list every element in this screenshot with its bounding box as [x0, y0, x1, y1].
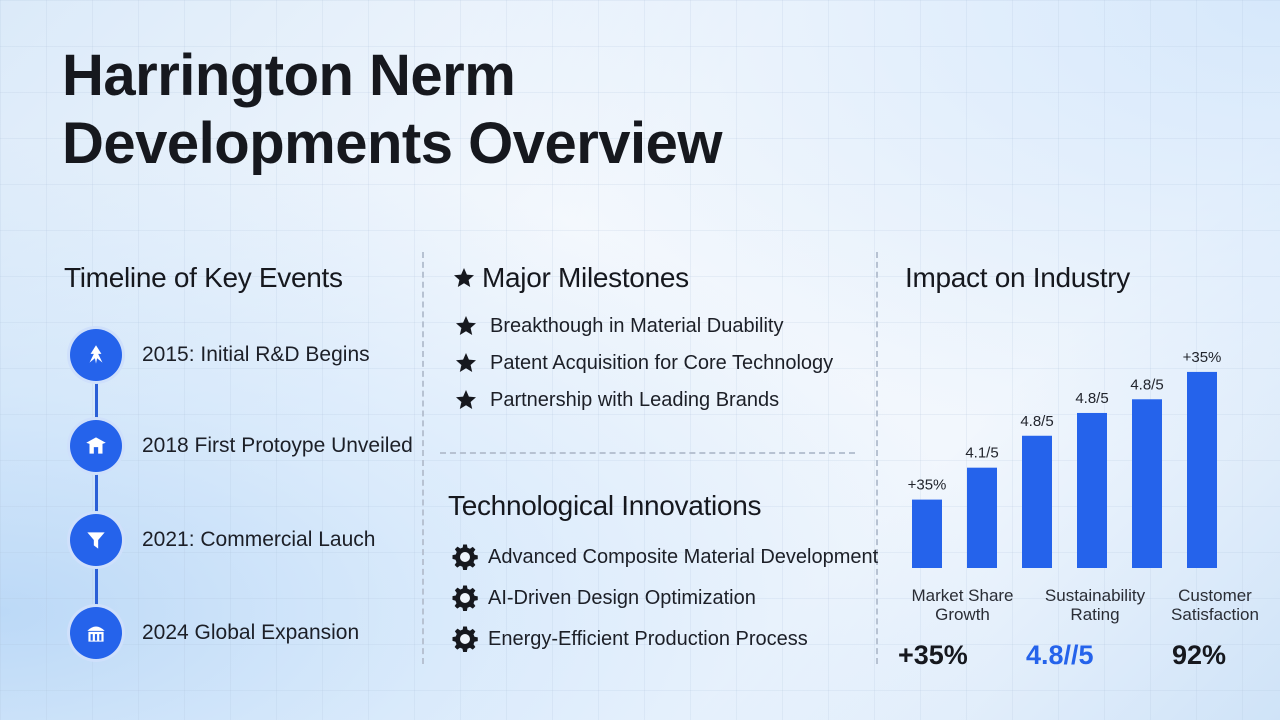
summary-market-share: +35% — [898, 640, 968, 670]
impact-bar-chart: +35% 4.1/5 4.8/5 4.8/5 4.8/5 +35% — [908, 349, 1222, 568]
bar-label-5: 4.8/5 — [1130, 376, 1163, 393]
title-line-1: Harrington Nerm — [62, 43, 516, 108]
innovation-item: AI-Driven Design Optimization — [450, 577, 878, 619]
timeline-line — [95, 352, 98, 637]
innovations-list: Advanced Composite Material Development … — [450, 537, 878, 659]
building-icon — [70, 607, 122, 659]
milestone-item: Patent Acquisition for Core Technology — [454, 344, 833, 382]
milestone-item: Partnership with Leading Brands — [454, 382, 833, 418]
milestones-heading-text: Major Milestones — [482, 262, 689, 293]
timeline-label: 2021: Commercial Lauch — [142, 528, 376, 551]
innovation-item: Energy-Efficient Production Process — [450, 619, 878, 659]
bar-6 — [1187, 371, 1217, 568]
bar-3 — [1022, 435, 1052, 568]
bar-label-1: +35% — [908, 477, 947, 494]
timeline-heading: Timeline of Key Events — [64, 262, 343, 293]
gear-icon — [452, 626, 478, 652]
milestone-label: Partnership with Leading Brands — [490, 388, 780, 411]
bar-label-3: 4.8/5 — [1020, 413, 1053, 430]
timeline-label: 2015: Initial R&D Begins — [142, 343, 370, 366]
bar-5 — [1132, 399, 1162, 568]
timeline-item-2015: 2015: Initial R&D Begins — [70, 329, 370, 381]
summary-sustainability: 4.8//5 — [1026, 640, 1094, 670]
star-icon — [456, 353, 476, 372]
timeline-item-2018: 2018 First Protoype Unveiled — [70, 420, 413, 472]
milestones-list: Breakthough in Material Duability Patent… — [454, 308, 833, 418]
prototype-icon — [70, 420, 122, 472]
launch-icon — [70, 514, 122, 566]
category-label-sustainability: Sustainability Rating — [1044, 586, 1146, 624]
innovations-heading: Technological Innovations — [448, 490, 762, 521]
timeline-label: 2018 First Protoype Unveiled — [142, 434, 413, 457]
timeline-item-2024: 2024 Global Expansion — [70, 607, 359, 659]
timeline-item-2021: 2021: Commercial Lauch — [70, 514, 375, 566]
star-icon — [454, 268, 474, 287]
impact-heading: Impact on Industry — [905, 262, 1130, 293]
category-label-market-share: Market Share Growth — [911, 586, 1014, 624]
innovation-label: Advanced Composite Material Development — [488, 545, 879, 568]
innovation-label: AI-Driven Design Optimization — [488, 586, 756, 609]
section-divider — [440, 452, 855, 454]
milestone-item: Breakthough in Material Duability — [454, 308, 833, 344]
column-divider-left — [422, 252, 424, 664]
star-icon — [456, 316, 476, 335]
bar-4 — [1077, 412, 1107, 568]
bar-label-6: +35% — [1183, 349, 1222, 366]
title-line-2: Developments Overview — [62, 111, 723, 176]
bar-2 — [967, 467, 997, 568]
star-icon — [456, 390, 476, 409]
research-icon — [70, 329, 122, 381]
gear-icon — [452, 544, 478, 570]
bar-label-2: 4.1/5 — [965, 445, 998, 462]
bar-1 — [912, 499, 942, 568]
summary-customer-satisfaction: 92% — [1172, 640, 1227, 670]
bar-label-4: 4.8/5 — [1075, 390, 1108, 407]
milestone-label: Patent Acquisition for Core Technology — [490, 351, 834, 374]
innovation-item: Advanced Composite Material Development — [450, 537, 878, 577]
category-label-customer-satisfaction: Customer Satisfaction — [1171, 586, 1259, 624]
milestones-heading: Major Milestones — [452, 262, 689, 294]
timeline-label: 2024 Global Expansion — [142, 621, 360, 644]
milestone-label: Breakthough in Material Duability — [490, 314, 784, 337]
page-title: Harrington Nerm Developments Overview — [62, 42, 962, 178]
gear-icon — [452, 585, 478, 611]
column-divider-right — [876, 252, 878, 664]
innovation-label: Energy-Efficient Production Process — [488, 627, 808, 650]
